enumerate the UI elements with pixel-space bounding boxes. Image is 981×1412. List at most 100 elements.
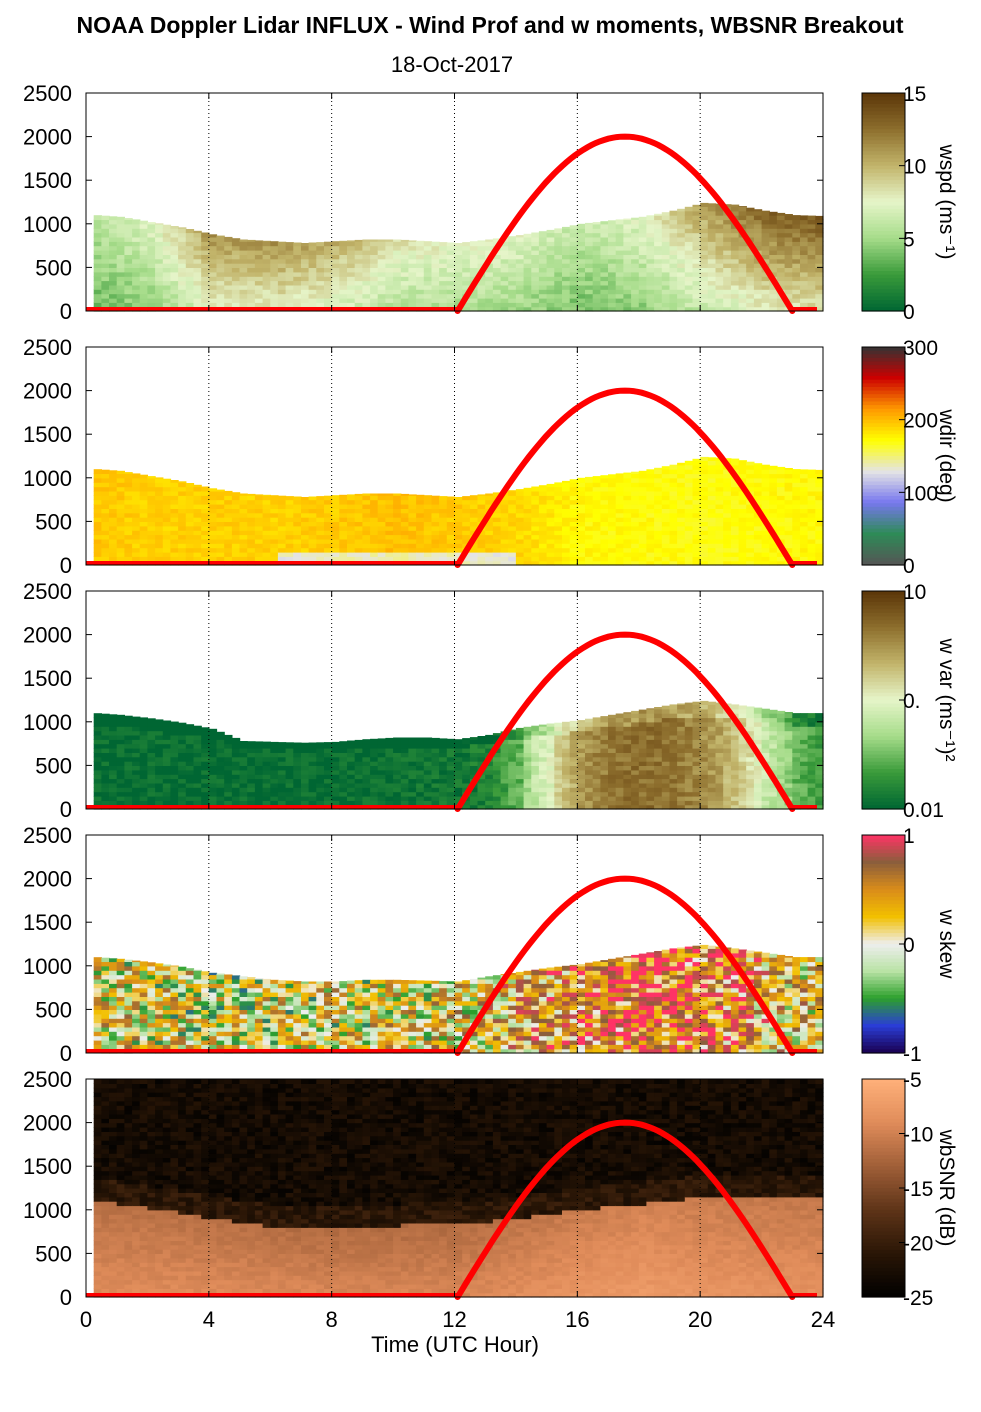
colorbar-segment xyxy=(862,260,905,265)
heatmap-cell xyxy=(446,791,456,797)
heatmap-cell xyxy=(139,271,148,277)
heatmap-cell xyxy=(500,525,509,531)
heatmap-cell xyxy=(347,752,356,758)
heatmap-cell xyxy=(331,293,340,299)
heatmap-cell xyxy=(254,521,264,527)
heatmap-cell xyxy=(416,241,425,247)
heatmap-cell xyxy=(469,765,479,771)
heatmap-cell xyxy=(416,778,425,784)
heatmap-cell xyxy=(193,297,202,303)
heatmap-cell xyxy=(162,517,172,522)
heatmap-cell xyxy=(585,538,594,544)
heatmap-cell xyxy=(109,765,118,771)
heatmap-cell xyxy=(515,521,525,527)
heatmap-cell xyxy=(224,791,233,797)
colorbar-segment xyxy=(862,158,905,163)
heatmap-cell xyxy=(362,778,371,784)
heatmap-cell xyxy=(469,241,479,247)
heatmap-cell xyxy=(109,508,118,514)
heatmap-cell xyxy=(753,530,763,536)
heatmap-cell xyxy=(661,551,671,557)
heatmap-cell xyxy=(147,538,156,544)
heatmap-cell xyxy=(354,258,363,264)
heatmap-cell xyxy=(723,245,732,251)
heatmap-cell xyxy=(800,495,809,501)
heatmap-cell xyxy=(700,543,709,549)
heatmap-cell xyxy=(370,258,379,264)
heatmap-cell xyxy=(301,499,310,505)
heatmap-cell xyxy=(562,232,571,238)
heatmap-cell xyxy=(116,525,125,531)
heatmap-cell xyxy=(277,267,287,273)
heatmap-cell xyxy=(715,215,724,221)
heatmap-cell xyxy=(147,525,156,531)
heatmap-cell xyxy=(623,534,632,540)
heatmap-cell xyxy=(393,774,402,780)
heatmap-cell xyxy=(700,302,709,308)
heatmap-cell xyxy=(132,297,141,303)
heatmap-cell xyxy=(331,778,340,784)
colorbar-segment xyxy=(862,165,905,170)
heatmap-cell xyxy=(155,284,164,290)
heatmap-cell xyxy=(170,752,179,758)
heatmap-cell xyxy=(776,232,786,238)
heatmap-cell xyxy=(600,228,609,234)
heatmap-cell xyxy=(692,543,701,549)
heatmap-cell xyxy=(538,525,548,531)
heatmap-cell xyxy=(262,521,271,527)
heatmap-cell xyxy=(124,787,133,793)
heatmap-cell xyxy=(247,250,256,255)
heatmap-cell xyxy=(692,556,701,562)
heatmap-cell xyxy=(385,495,394,501)
heatmap-cell xyxy=(262,284,271,290)
heatmap-cell xyxy=(385,551,394,557)
heatmap-cell xyxy=(738,263,747,268)
heatmap-cell xyxy=(116,241,125,247)
heatmap-cell xyxy=(408,756,417,762)
heatmap-cell xyxy=(707,517,717,522)
heatmap-cell xyxy=(677,508,686,514)
heatmap-cell xyxy=(285,774,294,780)
heatmap-cell xyxy=(339,254,348,260)
heatmap-cell xyxy=(784,289,793,295)
heatmap-cell xyxy=(201,752,210,758)
heatmap-cell xyxy=(692,499,701,505)
heatmap-cell xyxy=(715,289,724,295)
heatmap-cell xyxy=(562,293,571,299)
heatmap-cell xyxy=(324,254,333,260)
heatmap-cell xyxy=(730,232,740,238)
heatmap-cell xyxy=(577,521,586,527)
heatmap-cell xyxy=(408,521,417,527)
heatmap-cell xyxy=(592,228,601,234)
heatmap-cell xyxy=(347,740,356,745)
heatmap-cell xyxy=(116,547,125,553)
heatmap-cell xyxy=(93,521,102,527)
heatmap-cell xyxy=(216,280,225,286)
heatmap-cell xyxy=(93,504,102,509)
heatmap-cell xyxy=(285,250,294,255)
heatmap-cell xyxy=(477,743,486,749)
heatmap-cell xyxy=(239,752,248,758)
heatmap-cell xyxy=(116,517,125,522)
heatmap-cell xyxy=(316,795,325,801)
heatmap-cell xyxy=(208,302,218,308)
heatmap-cell xyxy=(377,765,386,771)
heatmap-cell xyxy=(585,490,594,496)
heatmap-cell xyxy=(423,774,433,780)
heatmap-cell xyxy=(285,547,294,553)
colorbar-segment xyxy=(862,107,905,112)
heatmap-cell xyxy=(562,530,571,536)
heatmap-cell xyxy=(792,228,801,234)
heatmap-cell xyxy=(162,800,172,806)
heatmap-cell xyxy=(585,293,594,299)
heatmap-cell xyxy=(692,464,701,470)
heatmap-cell xyxy=(638,504,648,509)
heatmap-cell xyxy=(393,761,402,766)
heatmap-cell xyxy=(377,752,386,758)
heatmap-cell xyxy=(331,538,340,544)
heatmap-cell xyxy=(562,495,571,501)
heatmap-cell xyxy=(347,263,356,268)
heatmap-cell xyxy=(700,289,709,295)
heatmap-cell xyxy=(155,293,164,299)
heatmap-cell xyxy=(262,795,271,801)
